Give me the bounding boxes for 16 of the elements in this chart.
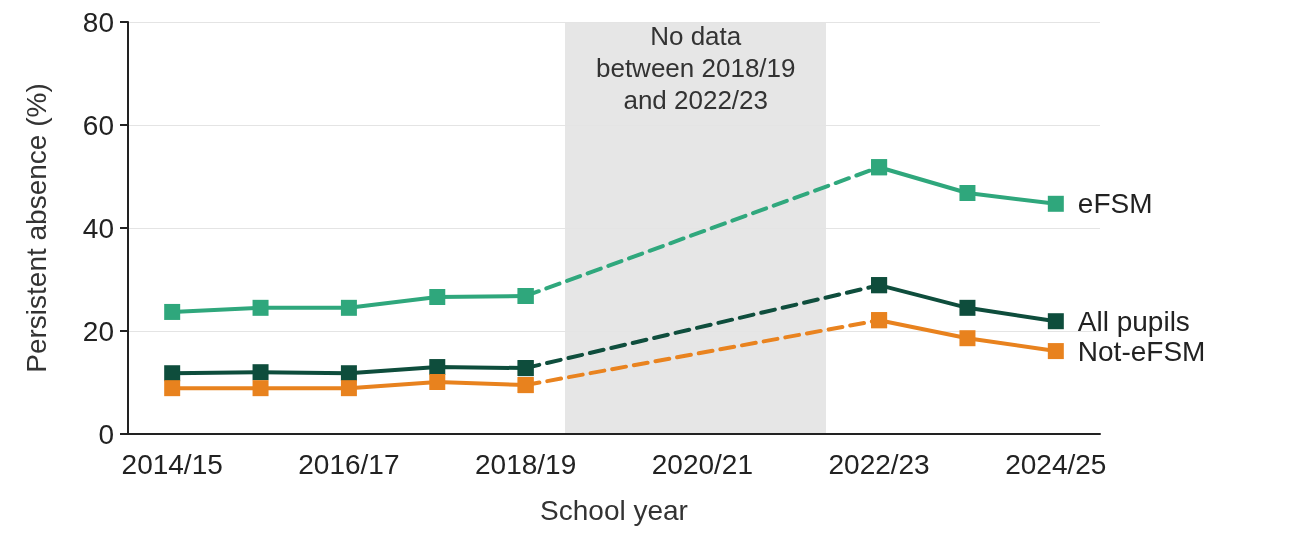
annotation: No data between 2018/19 and 2022/23 [595, 20, 796, 116]
series-label: eFSM [1077, 188, 1153, 220]
x-tick-label: 2018/19 [475, 448, 577, 480]
x-tick-label: 2020/21 [651, 448, 753, 480]
x-tick-label: 2014/15 [121, 448, 223, 480]
series-label: All pupils [1077, 305, 1190, 337]
y-tick-label: 80 [82, 6, 114, 38]
x-tick-label: 2022/23 [828, 448, 930, 480]
y-axis-title: Persistent absence (%) [20, 83, 52, 373]
y-tick-label: 40 [82, 212, 114, 244]
y-tick-label: 0 [98, 418, 114, 450]
y-tick-label: 60 [82, 109, 114, 141]
x-tick-label: 2024/25 [1005, 448, 1107, 480]
x-axis-title: School year [540, 494, 688, 526]
y-tick-label: 20 [82, 315, 114, 347]
x-tick-label: 2016/17 [298, 448, 400, 480]
